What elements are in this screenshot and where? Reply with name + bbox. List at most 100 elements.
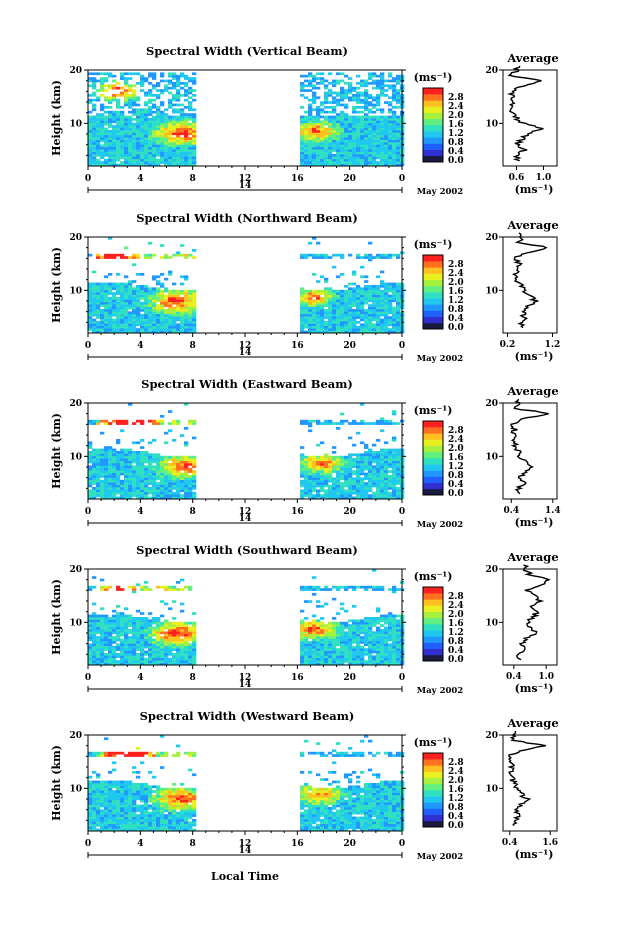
heatmap-cell [136,156,141,160]
heatmap-cell [332,306,337,310]
heatmap-cell [144,653,149,656]
heatmap-cell [304,626,309,630]
heatmap-cell [364,161,369,164]
heatmap-cell [312,648,317,651]
heatmap-cell [132,113,137,116]
heatmap-cell [140,287,145,291]
heatmap-cell [176,489,181,493]
heatmap-cell [396,306,401,310]
heatmap-cell [376,115,381,119]
heatmap-cell [88,304,93,307]
heatmap-cell [128,139,133,143]
heatmap-cell [188,419,193,423]
heatmap-cell [360,299,365,303]
heatmap-cell [184,657,189,661]
heatmap-cell [380,86,385,90]
heatmap-cell [376,467,381,471]
heatmap-cell [380,132,385,136]
heatmap-cell [364,122,369,126]
heatmap-cell [184,323,189,327]
heatmap-cell [372,125,377,128]
heatmap-cell [144,144,149,148]
heatmap-cell [372,149,377,152]
heatmap-cell [392,154,397,157]
heatmap-cell [364,137,369,140]
heatmap-cell [308,137,313,140]
colorbar-segment [423,143,443,150]
heatmap-cell [356,631,361,635]
x-tick-label: 4 [137,341,143,351]
heatmap-cell [308,641,313,644]
heatmap-cell [116,419,121,423]
heatmap-cell [140,648,145,651]
heatmap-cell [368,297,373,300]
heatmap-cell [316,660,321,663]
heatmap-cell [164,118,169,121]
heatmap-cell [368,309,373,312]
heatmap-cell [152,110,157,114]
heatmap-cell [328,154,333,157]
heatmap-cell [320,494,325,497]
colorbar-tick-label: 0.4 [448,147,464,157]
heatmap-cell [304,74,309,78]
heatmap-cell [100,460,105,464]
heatmap-cell [124,496,129,500]
heatmap-cell [312,330,317,334]
heatmap-cell [336,130,341,133]
heatmap-cell [336,657,341,661]
heatmap-cell [108,325,113,329]
heatmap-cell [192,626,197,630]
heatmap-cell [168,631,173,635]
heatmap-cell [180,120,185,124]
x-tick-label: 0 [399,341,405,351]
heatmap-cell [356,313,361,317]
heatmap-cell [144,489,149,493]
heatmap-cell [192,458,197,461]
heatmap-cell [132,643,137,647]
heatmap-cell [112,325,117,329]
heatmap-cell [96,321,101,324]
heatmap-cell [352,89,357,92]
heatmap-cell [364,318,369,322]
heatmap-cell [156,470,161,473]
heatmap-cell [348,662,353,666]
heatmap-cell [344,146,349,150]
heatmap-cell [168,106,173,109]
heatmap-cell [140,330,145,334]
heatmap-cell [188,91,193,95]
heatmap-cell [148,146,153,150]
heatmap-cell [92,460,97,464]
heatmap-cell [160,118,165,121]
heatmap-cell [328,648,333,651]
heatmap-cell [376,108,381,112]
heatmap-cell [156,655,161,659]
heatmap-cell [348,477,353,481]
heatmap-cell [316,156,321,160]
heatmap-cell [148,241,153,245]
heatmap-cell [388,139,393,143]
heatmap-cell [188,650,193,654]
heatmap-cell [384,460,389,464]
heatmap-cell [164,489,169,493]
heatmap-cell [352,321,357,324]
heatmap-cell [176,629,181,632]
heatmap-cell [396,641,401,644]
heatmap-cell [360,477,365,481]
heatmap-cell [192,487,197,490]
heatmap-cell [312,487,317,490]
heatmap-cell [376,74,381,78]
heatmap-cell [376,275,381,279]
heatmap-cell [356,154,361,157]
heatmap-cell [304,629,309,632]
heatmap-cell [364,103,369,107]
heatmap-cell [316,455,321,459]
heatmap-cell [104,77,109,80]
heatmap-cell [168,487,173,490]
heatmap-cell [160,328,165,331]
heatmap-cell [328,470,333,473]
heatmap-cell [140,422,145,425]
heatmap-cell [140,629,145,632]
heatmap-cell [384,641,389,644]
heatmap-cell [372,297,377,300]
heatmap-cell [384,127,389,131]
